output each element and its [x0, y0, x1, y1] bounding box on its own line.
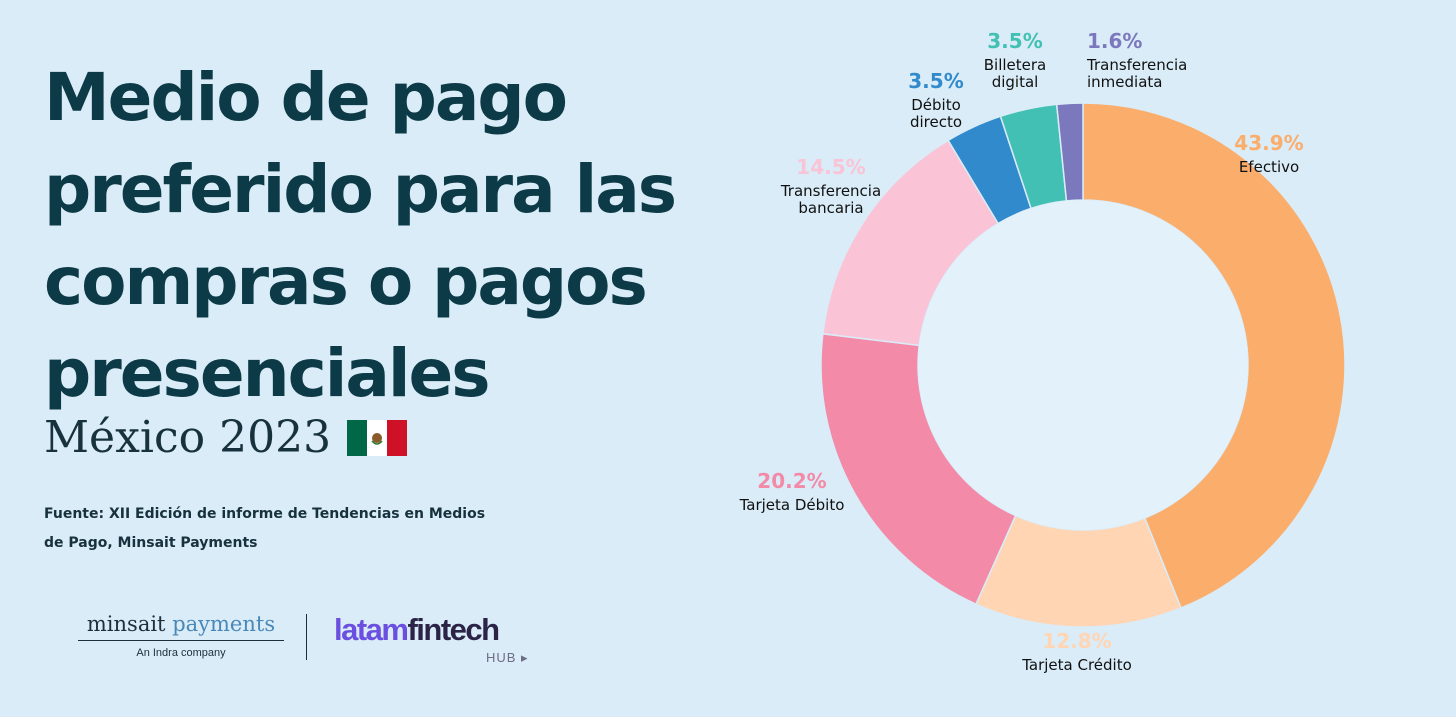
subtitle-text: México 2023: [44, 412, 332, 463]
title-line: compras o pagos: [44, 243, 648, 320]
slice-category-label: Billetera: [984, 56, 1047, 74]
source-line: de Pago, Minsait Payments: [44, 535, 258, 551]
latamfintech-logo: latamfintech HUB ▸: [334, 612, 544, 665]
slice-value-label: 20.2%: [757, 469, 826, 493]
title-line: preferido para las: [44, 151, 677, 228]
slice-category-label: Tarjeta Débito: [739, 496, 845, 514]
hub-label: HUB ▸: [486, 650, 529, 665]
minsait-payments-logo: minsait payments An Indra company: [78, 612, 284, 659]
source-note: Fuente: XII Edición de informe de Tenden…: [44, 500, 564, 558]
slice-category-label: Tarjeta Crédito: [1021, 656, 1132, 674]
latamfintech-wordmark: latamfintech: [334, 612, 544, 648]
payments-word: payments: [172, 612, 276, 636]
donut-hole: [918, 200, 1248, 530]
slice-value-label: 14.5%: [796, 155, 865, 179]
title-line: Medio de pago: [44, 59, 568, 136]
flag-stripe-red: [387, 419, 408, 456]
source-line: Fuente: XII Edición de informe de Tenden…: [44, 506, 486, 522]
slice-value-label: 1.6%: [1087, 29, 1142, 53]
slice-category-label: Transferencia: [1086, 56, 1187, 74]
title-line: presenciales: [44, 335, 491, 412]
donut-slices: [820, 102, 1346, 628]
fintech-word: fintech: [407, 612, 500, 647]
slice-value-label: 12.8%: [1042, 629, 1111, 653]
flag-stripe-green: [347, 419, 368, 456]
slice-value-label: 3.5%: [908, 69, 963, 93]
minsait-word: minsait: [86, 612, 166, 636]
donut-labels: 43.9% Efectivo 12.8% Tarjeta Crédito 20.2% Ta…: [739, 29, 1304, 674]
minsait-tagline: An Indra company: [136, 647, 226, 659]
slice-value-label: 43.9%: [1234, 131, 1303, 155]
slice-category-label: bancaria: [798, 199, 863, 217]
mexico-flag-icon: [347, 419, 408, 456]
minsait-wordmark: minsait payments: [78, 612, 284, 641]
logo-divider: [306, 614, 307, 660]
slice-category-label: Débito: [911, 96, 961, 114]
flag-emblem-icon: [371, 432, 383, 445]
slice-category-label: digital: [992, 73, 1039, 91]
slice-category-label: inmediata: [1087, 73, 1162, 91]
latam-word: latam: [334, 612, 409, 647]
page-title: Medio de pago preferido para las compras…: [44, 52, 684, 420]
flag-stripe-white: [367, 419, 388, 456]
slice-category-label: directo: [910, 113, 962, 131]
donut-chart: 43.9% Efectivo 12.8% Tarjeta Crédito 20.2% Ta…: [739, 29, 1346, 674]
slice-category-label: Efectivo: [1239, 158, 1299, 176]
slice-category-label: Transferencia: [780, 182, 881, 200]
slice-value-label: 3.5%: [987, 29, 1042, 53]
subtitle: México 2023: [44, 412, 408, 463]
